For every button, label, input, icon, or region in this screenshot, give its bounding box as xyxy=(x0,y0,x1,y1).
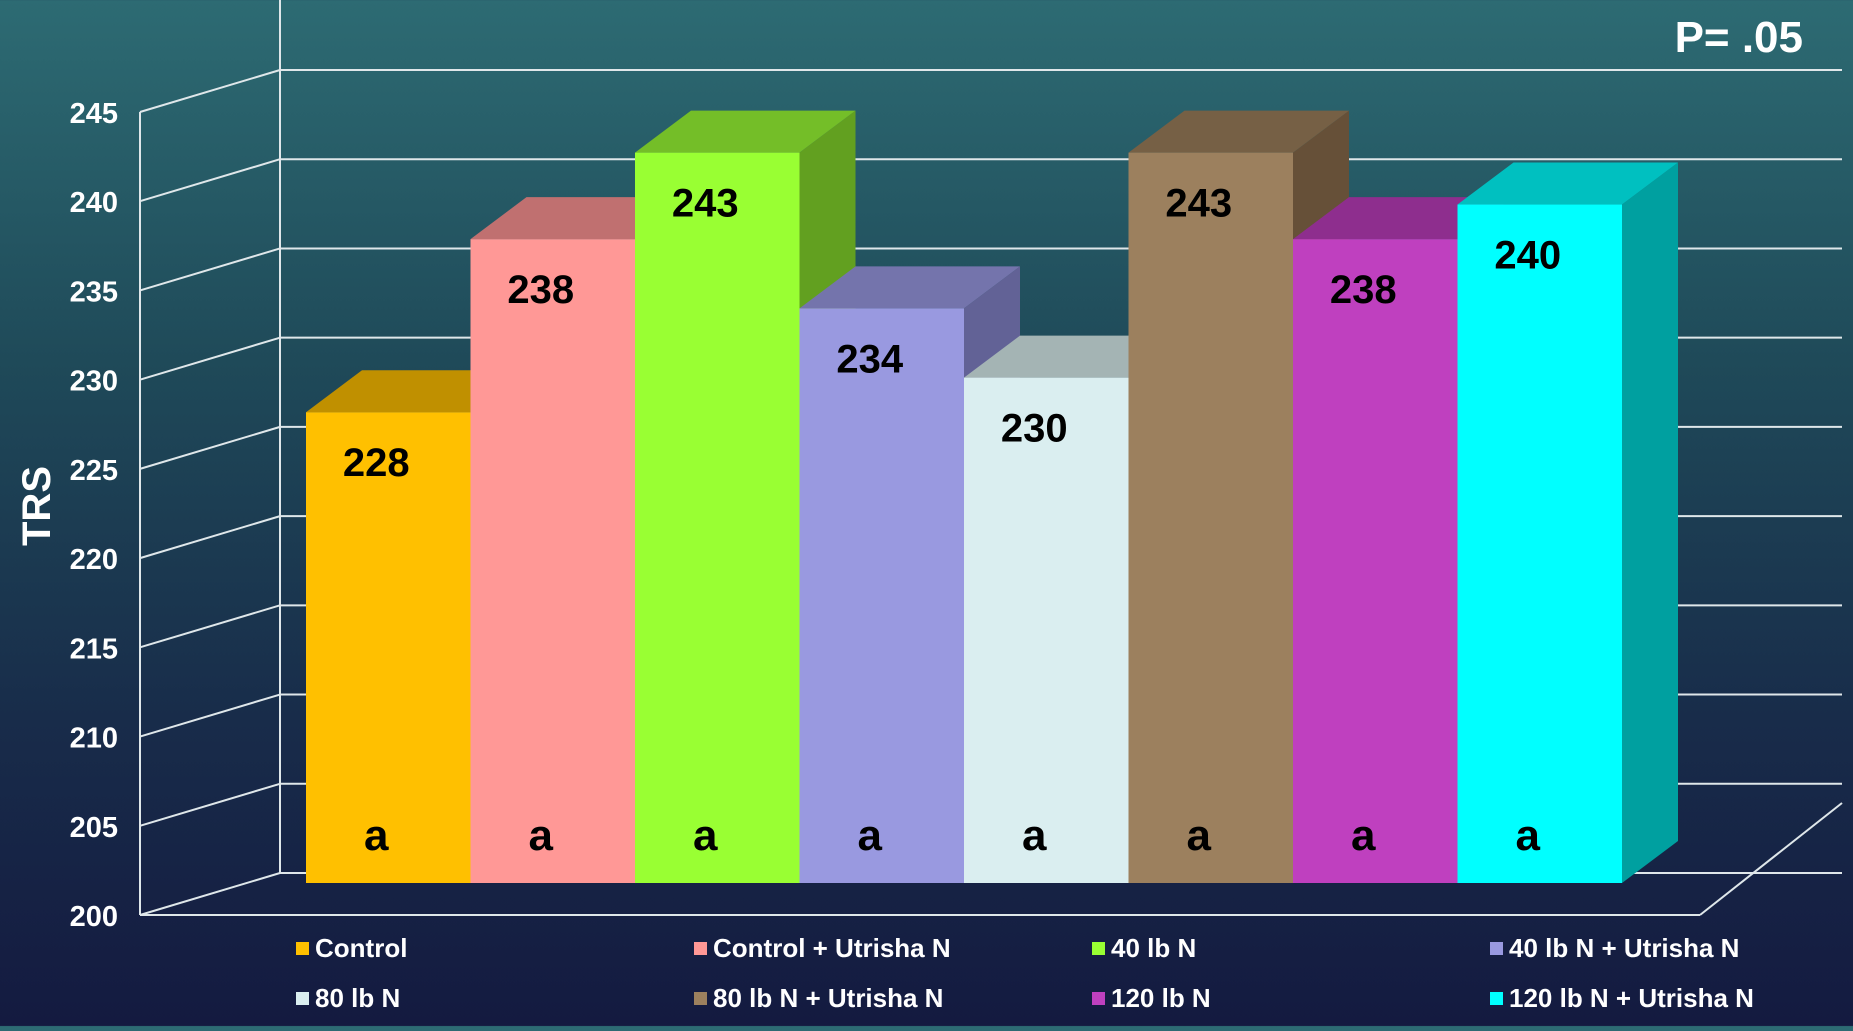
bar xyxy=(1457,204,1622,884)
legend-label: 40 lb N + Utrisha N xyxy=(1509,933,1739,963)
legend-item: 40 lb N xyxy=(1092,933,1196,963)
gridline-depth xyxy=(139,158,281,203)
legend-label: 80 lb N xyxy=(315,983,400,1013)
significance-letter: a xyxy=(364,811,389,860)
bar xyxy=(1128,152,1293,884)
y-tick-label: 240 xyxy=(70,187,118,219)
legend-swatch xyxy=(296,942,309,955)
bar-value-label: 240 xyxy=(1494,234,1561,278)
y-tick-label: 235 xyxy=(70,276,118,308)
bar xyxy=(799,308,964,883)
y-tick-label: 215 xyxy=(70,633,118,665)
y-tick-label: 220 xyxy=(70,544,118,576)
legend-label: Control xyxy=(315,933,407,963)
legend-swatch xyxy=(1092,992,1105,1005)
legend-label: 120 lb N xyxy=(1111,983,1211,1013)
y-tick-label: 230 xyxy=(70,366,118,398)
legend-swatch xyxy=(1490,942,1503,955)
legend-label: 80 lb N + Utrisha N xyxy=(713,983,943,1013)
bar xyxy=(306,412,471,883)
bar-value-label: 243 xyxy=(672,182,739,226)
legend-item: Control xyxy=(296,933,407,963)
bar xyxy=(470,239,635,884)
y-axis-label: TRS xyxy=(15,466,59,546)
bar xyxy=(1293,239,1458,884)
legend-label: Control + Utrisha N xyxy=(713,933,951,963)
bar xyxy=(635,152,800,884)
bar-value-label: 234 xyxy=(836,337,903,381)
legend-item: 120 lb N + Utrisha N xyxy=(1490,983,1754,1013)
bar-value-label: 230 xyxy=(1001,407,1068,451)
legend-swatch xyxy=(694,942,707,955)
bar-top xyxy=(799,266,1020,309)
bar-side xyxy=(1622,162,1678,884)
legend-item: 40 lb N + Utrisha N xyxy=(1490,933,1739,963)
bar-value-label: 238 xyxy=(507,268,574,312)
legend: Control Control + Utrisha N 40 lb N 40 lb N… xyxy=(296,933,1754,1013)
y-tick-label: 210 xyxy=(70,723,118,755)
significance-letter: a xyxy=(529,811,554,860)
gridline-depth xyxy=(139,247,281,292)
significance-letter: a xyxy=(1022,811,1047,860)
legend-item: 80 lb N xyxy=(296,983,400,1013)
gridline-depth xyxy=(139,693,281,738)
legend-swatch xyxy=(1092,942,1105,955)
legend-item: Control + Utrisha N xyxy=(694,933,951,963)
bars: 228 a 238 a 243 a 234 a 230 a 243 a 238 a 240 a xyxy=(306,110,1678,884)
y-axis-ticks: 200 205 210 215 220 225 230 235 240 245 xyxy=(70,98,118,933)
bar-value-label: 238 xyxy=(1330,268,1397,312)
gridline-depth xyxy=(139,336,281,381)
bar-value-label: 243 xyxy=(1165,182,1232,226)
floor-right-edge xyxy=(1699,802,1843,916)
legend-swatch xyxy=(296,992,309,1005)
bar-group xyxy=(1457,162,1678,884)
significance-letter: a xyxy=(1187,811,1212,860)
y-tick-label: 245 xyxy=(70,98,118,130)
legend-swatch xyxy=(1490,992,1503,1005)
y-tick-label: 200 xyxy=(70,901,118,933)
bar-value-label: 228 xyxy=(343,441,410,485)
gridline-depth xyxy=(139,515,281,560)
bar-top xyxy=(1457,162,1678,205)
legend-item: 80 lb N + Utrisha N xyxy=(694,983,943,1013)
y-tick-label: 225 xyxy=(70,455,118,487)
legend-label: 40 lb N xyxy=(1111,933,1196,963)
y-tick-label: 205 xyxy=(70,812,118,844)
gridline-depth xyxy=(139,782,281,827)
bar-top xyxy=(635,110,856,153)
significance-letter: a xyxy=(693,811,718,860)
p-value-annotation: P= .05 xyxy=(1675,13,1803,62)
legend-label: 120 lb N + Utrisha N xyxy=(1509,983,1754,1013)
bar xyxy=(964,377,1129,883)
significance-letter: a xyxy=(1516,811,1541,860)
gridline-depth xyxy=(139,425,281,470)
legend-item: 120 lb N xyxy=(1092,983,1211,1013)
gridline-depth xyxy=(139,604,281,649)
significance-letter: a xyxy=(1351,811,1376,860)
bar-top xyxy=(1128,110,1349,153)
gridline-depth xyxy=(139,872,281,916)
significance-letter: a xyxy=(858,811,883,860)
legend-swatch xyxy=(694,992,707,1005)
gridline-depth xyxy=(139,69,281,113)
